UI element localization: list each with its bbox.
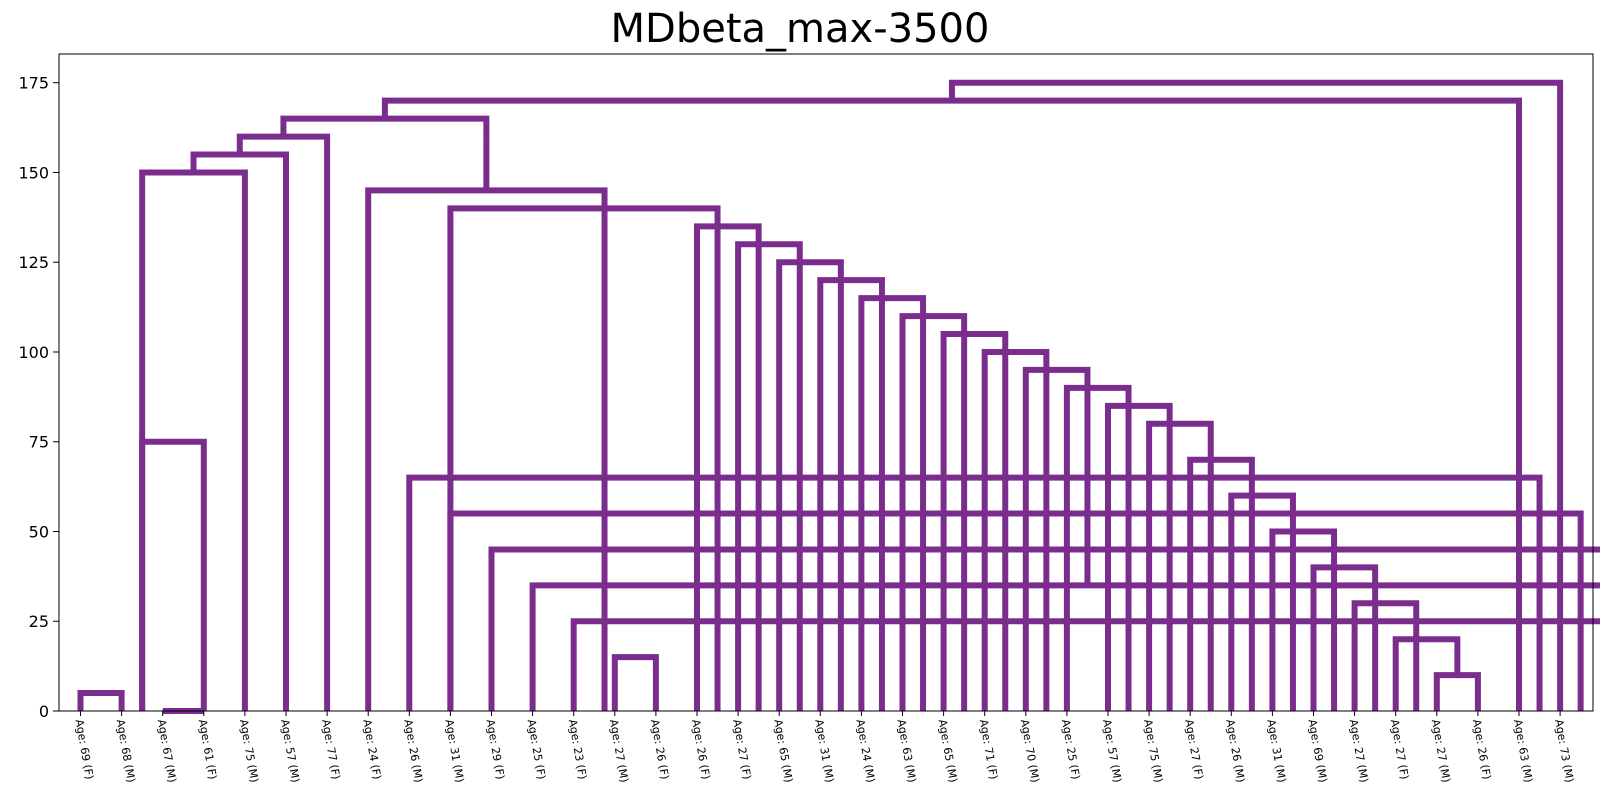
dendrogram-link bbox=[1146, 420, 1214, 711]
dendrogram-link bbox=[280, 115, 490, 191]
leaf-label: Age: 71 (F) bbox=[977, 718, 1000, 780]
dendrogram-link bbox=[899, 313, 968, 711]
leaf-label: Age: 27 (F) bbox=[1182, 718, 1205, 780]
leaf-label: Age: 69 (F) bbox=[73, 718, 96, 780]
dendrogram-link bbox=[1310, 564, 1379, 711]
y-tick-label: 25 bbox=[29, 612, 49, 631]
leaf-label: Age: 63 (M) bbox=[1511, 718, 1535, 783]
dendrogram-link bbox=[1228, 492, 1296, 711]
leaf-label: Age: 24 (F) bbox=[360, 718, 383, 780]
dendrogram-link bbox=[447, 205, 721, 711]
chart-title: MDbeta_max-3500 bbox=[610, 6, 990, 52]
dendrogram-link bbox=[1351, 600, 1420, 711]
dendrogram-link bbox=[1392, 636, 1461, 711]
leaf-label: Age: 23 (F) bbox=[566, 718, 589, 780]
dendrogram-links bbox=[77, 79, 1600, 714]
leaf-label: Age: 61 (F) bbox=[196, 718, 219, 780]
leaf-label: Age: 27 (F) bbox=[730, 718, 753, 780]
y-tick-label: 50 bbox=[29, 522, 49, 541]
leaf-label: Age: 27 (M) bbox=[1429, 718, 1453, 783]
leaf-label: Age: 26 (F) bbox=[1470, 718, 1493, 780]
dendrogram-link bbox=[694, 223, 762, 711]
leaf-label: Age: 31 (M) bbox=[442, 718, 466, 783]
leaf-label: Age: 70 (M) bbox=[1018, 718, 1042, 783]
dendrogram-link bbox=[447, 510, 1584, 711]
leaf-label: Age: 26 (M) bbox=[401, 718, 425, 783]
y-axis: 0 25 50 75 100 125 150 175 bbox=[18, 74, 59, 721]
dendrogram-link bbox=[981, 348, 1050, 711]
leaf-label: Age: 26 (F) bbox=[689, 718, 712, 780]
dendrogram-link bbox=[1187, 456, 1255, 711]
leaf-label: Age: 25 (F) bbox=[525, 718, 548, 780]
dendrogram-link bbox=[77, 690, 125, 711]
y-tick-label: 75 bbox=[29, 433, 49, 452]
leaf-label: Age: 24 (M) bbox=[853, 718, 877, 783]
dendrogram-link bbox=[406, 474, 1543, 711]
dendrogram-link bbox=[1269, 528, 1338, 711]
dendrogram-link bbox=[858, 295, 927, 711]
dendrogram-link bbox=[1433, 672, 1481, 711]
leaf-label: Age: 65 (M) bbox=[771, 718, 795, 783]
leaf-label: Age: 75 (M) bbox=[237, 718, 261, 783]
dendrogram-link bbox=[488, 546, 1600, 711]
dendrogram-link bbox=[190, 151, 289, 711]
dendrogram-link bbox=[940, 331, 1009, 711]
leaf-label: Age: 26 (M) bbox=[1223, 718, 1247, 783]
dendrogram-link bbox=[1105, 402, 1173, 711]
leaf-label: Age: 68 (M) bbox=[114, 718, 138, 783]
leaf-label: Age: 26 (F) bbox=[648, 718, 671, 780]
leaf-label: Age: 27 (F) bbox=[1388, 718, 1411, 780]
plot-frame bbox=[58, 53, 1594, 712]
leaf-label: Age: 27 (M) bbox=[607, 718, 631, 783]
y-tick-label: 125 bbox=[18, 253, 49, 272]
leaf-label: Age: 29 (F) bbox=[484, 718, 507, 780]
y-tick-label: 175 bbox=[18, 74, 49, 93]
leaf-label: Age: 57 (M) bbox=[1100, 718, 1124, 783]
y-tick-label: 100 bbox=[18, 343, 49, 362]
dendrogram-link bbox=[776, 259, 844, 711]
y-tick-label: 0 bbox=[39, 702, 49, 721]
leaf-label: Age: 57 (M) bbox=[278, 718, 302, 783]
leaf-label: Age: 77 (F) bbox=[319, 718, 342, 780]
leaf-label: Age: 31 (M) bbox=[812, 718, 836, 783]
dendrogram-link bbox=[948, 79, 1564, 711]
leaf-label: Age: 73 (M) bbox=[1552, 718, 1576, 783]
dendrogram-link bbox=[735, 241, 803, 711]
leaf-label: Age: 27 (M) bbox=[1347, 718, 1371, 783]
leaf-label: Age: 25 (F) bbox=[1059, 718, 1082, 780]
leaf-label: Age: 63 (M) bbox=[895, 718, 919, 783]
y-tick-label: 150 bbox=[18, 163, 49, 182]
dendrogram-link bbox=[1063, 384, 1132, 711]
leaf-label: Age: 67 (M) bbox=[155, 718, 179, 783]
dendrogram-link bbox=[236, 133, 331, 711]
leaf-label: Age: 69 (M) bbox=[1306, 718, 1330, 783]
dendrogram-link bbox=[570, 618, 1600, 711]
leaf-label: Age: 75 (M) bbox=[1141, 718, 1165, 783]
dendrogram-link bbox=[365, 187, 608, 711]
dendrogram-link bbox=[611, 654, 659, 711]
dendrogram-link bbox=[1022, 366, 1091, 711]
x-axis-leaf-labels: Age: 69 (F) Age: 68 (M) Age: 67 (M) Age: 61… bbox=[73, 711, 1576, 784]
dendrogram-link bbox=[817, 277, 885, 711]
leaf-label: Age: 65 (M) bbox=[936, 718, 960, 783]
dendrogram-link bbox=[139, 438, 207, 711]
leaf-label: Age: 31 (M) bbox=[1264, 718, 1288, 783]
